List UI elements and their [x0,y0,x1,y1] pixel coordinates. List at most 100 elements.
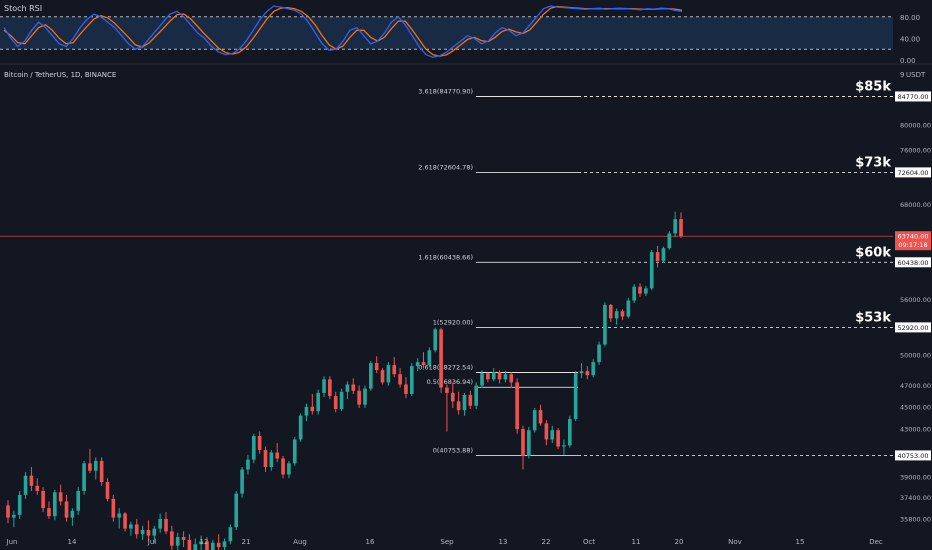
price-level-tag-text: 72604.00 [897,169,928,177]
candle-body [439,329,443,388]
price-panel[interactable]: Bitcoin / TetherUS, 1D, BINANCE 9 USDT 3… [0,71,931,550]
rsi-tick-label: 40.00 [900,35,920,43]
candle-body [228,527,233,542]
candle-body [216,542,221,548]
candle-body [515,382,519,430]
candle-body [99,460,104,483]
candle-body [491,372,496,380]
candle-body [603,304,607,345]
candle-body [503,374,508,380]
candle-body [123,513,127,529]
price-level-tag [895,322,931,333]
time-tick-label: 11 [632,538,641,546]
rsi-tick-label: 80.00 [900,14,920,22]
candle-body [392,365,397,375]
stoch-rsi-panel[interactable]: Stoch RSI 80.00 40.00 0.00 [0,4,920,65]
candle-body [298,415,303,440]
price-target-callout: $73k [855,155,891,170]
candle-body [88,463,92,471]
candle-body [29,475,34,486]
fib-level-label: 1.618(60438.66) [418,253,473,261]
time-tick-label: Aug [293,538,307,546]
candle-body [6,505,10,518]
time-tick-label: 12 [200,538,209,546]
candle-body [556,430,560,447]
candle-body [386,365,391,383]
candle-body [12,514,16,518]
candle-body [661,248,666,261]
price-tick-label: 80000.00 [900,121,931,129]
candle-body [310,406,315,412]
candle-body [158,518,162,529]
candle-body [527,430,531,457]
rsi-tick-label: 0.00 [900,57,916,65]
fib-level-label: 2.618(72604.78) [418,163,473,171]
candle-body [211,542,215,550]
candle-body [58,492,63,502]
price-level-tag-text: 52920.00 [897,324,928,332]
time-tick-label: 21 [242,538,251,546]
candle-body [175,537,180,546]
price-level-tag-text: 84770.00 [897,93,928,101]
candle-body [462,394,467,411]
candle-body [152,528,157,536]
price-tick-label: 68000.00 [900,201,931,209]
time-axis[interactable]: Jun 14 Jul 12 21 Aug 16 Sep 13 22 Oct 11 20 Nov 15 Dec [6,538,883,546]
candle-body [468,394,473,406]
candle-body [111,498,116,518]
time-tick-label: 20 [675,538,684,546]
candle-body [181,537,186,540]
candle-body [521,429,525,457]
candle-body [497,372,502,380]
time-tick-label: 15 [796,538,805,546]
candle-body [591,362,596,376]
candle-body [486,373,490,380]
price-tick-label: 43000.00 [900,426,931,434]
candle-body [129,524,133,529]
candle-body [170,531,174,546]
fibonacci-levels[interactable]: 3.618(84770.90) $85k 2.618(72604.78) $73k 1.… [418,79,895,456]
rsi-axis: 80.00 40.00 0.00 [900,14,920,65]
candle-body [199,541,203,545]
symbol-label: Bitcoin / TetherUS, 1D, BINANCE [4,71,116,79]
candle-body [421,362,426,366]
candle-body [573,373,578,419]
candle-body [562,445,566,447]
candle-body [246,459,250,470]
time-tick-label: Jun [6,538,18,546]
candle-body [146,530,151,536]
price-tick-label: 37400.00 [900,494,931,502]
candle-body [41,490,45,509]
candle-body [620,311,625,317]
time-tick-label: Nov [728,538,742,546]
price-level-tag [895,450,931,461]
candle-body [614,311,619,319]
candle-body [679,219,683,237]
price-axis[interactable]: 84770.00 80000.00 76000.00 72604.00 68000.00… [895,91,931,523]
candle-body [567,418,572,446]
candle-body [363,388,367,405]
price-target-callout: $85k [855,79,891,94]
candle-body [667,233,672,249]
stoch-k-line [3,5,683,58]
candle-body [117,513,122,518]
candle-body [632,286,636,301]
candle-body [187,539,192,550]
candle-body [415,362,420,367]
price-level-tag [895,167,931,178]
candle-body [369,363,373,389]
candle-body [53,492,57,517]
candle-body [474,385,478,406]
candle-body [251,436,256,460]
candle-body [579,371,584,374]
candle-body [240,469,244,494]
candle-body [17,494,22,515]
candle-body [322,379,326,393]
candle-body [70,510,75,518]
candles [6,211,683,550]
candle-body [281,458,285,475]
currency-label: USDT [906,71,926,79]
